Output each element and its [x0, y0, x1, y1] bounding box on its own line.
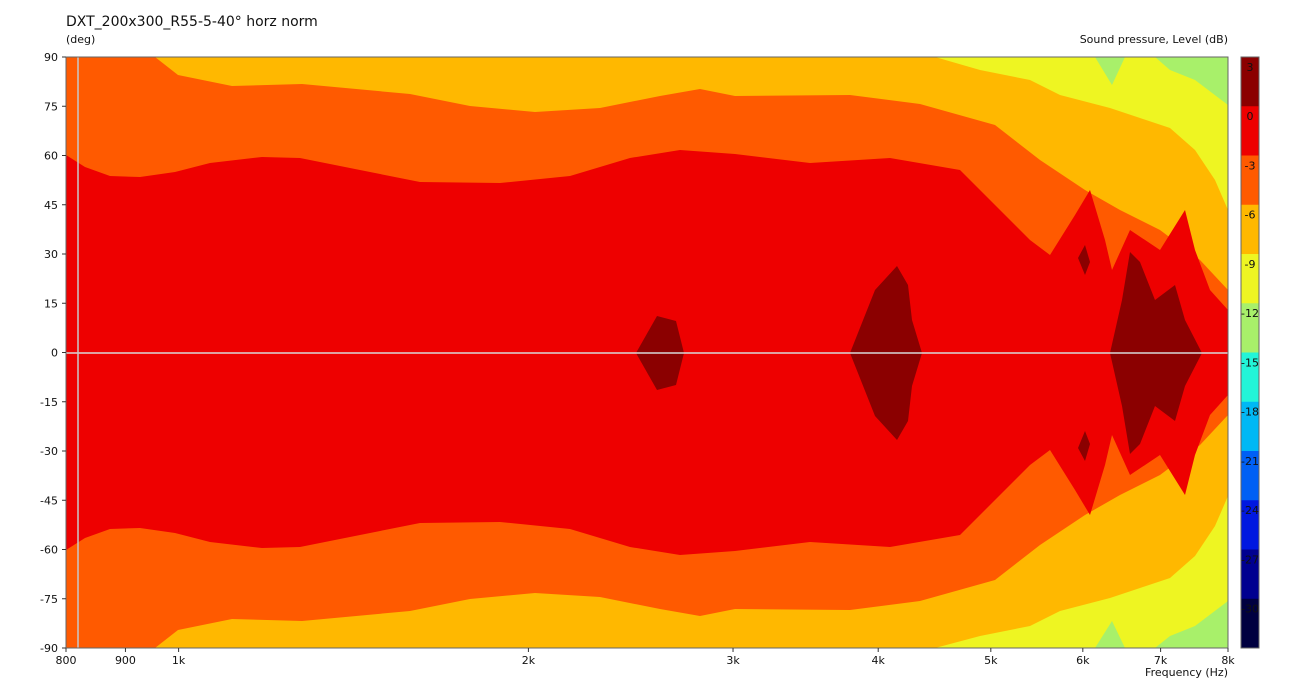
band-level--12-mirror	[935, 496, 1228, 648]
colorbar-label: Sound pressure, Level (dB)	[1079, 33, 1228, 46]
colorbar-swatch	[1241, 254, 1259, 304]
colorbar-swatch	[1241, 549, 1259, 600]
colorbar-level-label: -3	[1245, 159, 1256, 172]
colorbar-swatch	[1241, 106, 1259, 156]
colorbar-swatch	[1241, 204, 1259, 255]
band-level--15	[1095, 57, 1228, 105]
y-tick-label: 45	[44, 199, 58, 212]
y-axis-ticks: 90 75 60 45 30 15 0 -15 -30 -45 -60 -75 -90	[40, 51, 66, 655]
x-tick-label: 6k	[1076, 654, 1090, 667]
y-tick-label: -30	[40, 445, 58, 458]
y-tick-label: -90	[40, 642, 58, 655]
y-tick-label: -75	[40, 593, 58, 606]
x-tick-label: 8k	[1221, 654, 1235, 667]
y-tick-label: -15	[40, 396, 58, 409]
x-tick-label: 1k	[172, 654, 186, 667]
y-tick-label: 60	[44, 150, 58, 163]
colorbar-level-label: -12	[1241, 307, 1259, 320]
colorbar-swatch	[1241, 401, 1259, 452]
colorbar-swatch	[1241, 451, 1259, 501]
colorbar-level-label: 0	[1247, 110, 1254, 123]
lobe-6000hz-mirror	[1078, 431, 1090, 461]
colorbar-level-label: -15	[1241, 356, 1259, 369]
colorbar-swatch	[1241, 500, 1259, 550]
y-tick-label: -60	[40, 544, 58, 557]
x-tick-label: 5k	[984, 654, 998, 667]
x-axis-ticks: 800 900 1k 2k 3k 4k 5k 6k 7k 8k	[56, 648, 1235, 667]
colorbar-level-label: -9	[1245, 258, 1256, 271]
y-tick-label: -45	[40, 494, 58, 507]
colorbar-level-label: 3	[1247, 61, 1254, 74]
colorbar-swatch	[1241, 57, 1259, 107]
x-axis-label: Frequency (Hz)	[1145, 666, 1228, 679]
lobe-6000hz	[1078, 245, 1090, 275]
y-tick-label: 30	[44, 248, 58, 261]
colorbar-swatch	[1241, 303, 1259, 353]
colorbar: 3 0 -3 -6 -9 -12 -15 -18 -21 -24 -27 -30	[1240, 56, 1260, 649]
y-axis-label: (deg)	[66, 33, 96, 46]
colorbar-swatch	[1241, 598, 1259, 649]
colorbar-level-label: -21	[1241, 455, 1259, 468]
colorbar-level-label: -6	[1245, 209, 1256, 222]
colorbar-level-label: -30	[1241, 603, 1259, 616]
y-tick-label: 15	[44, 297, 58, 310]
band-level--15-mirror	[1095, 601, 1228, 648]
x-tick-label: 4k	[872, 654, 886, 667]
x-tick-label: 3k	[726, 654, 740, 667]
x-tick-label: 2k	[522, 654, 536, 667]
band-level--12	[935, 57, 1228, 210]
colorbar-swatch	[1241, 155, 1259, 206]
colorbar-level-label: -24	[1241, 504, 1259, 517]
y-tick-label: 0	[51, 347, 58, 360]
y-tick-label: 90	[44, 51, 58, 64]
chart-title: DXT_200x300_R55-5-40° horz norm	[66, 14, 318, 30]
x-tick-label: 800	[56, 654, 77, 667]
y-tick-label: 75	[44, 100, 58, 113]
x-tick-label: 900	[115, 654, 136, 667]
colorbar-level-label: -27	[1241, 553, 1259, 566]
colorbar-swatch	[1241, 352, 1259, 403]
colorbar-border	[1240, 56, 1260, 649]
colorbar-level-label: -18	[1241, 406, 1259, 419]
x-tick-label: 7k	[1154, 654, 1168, 667]
